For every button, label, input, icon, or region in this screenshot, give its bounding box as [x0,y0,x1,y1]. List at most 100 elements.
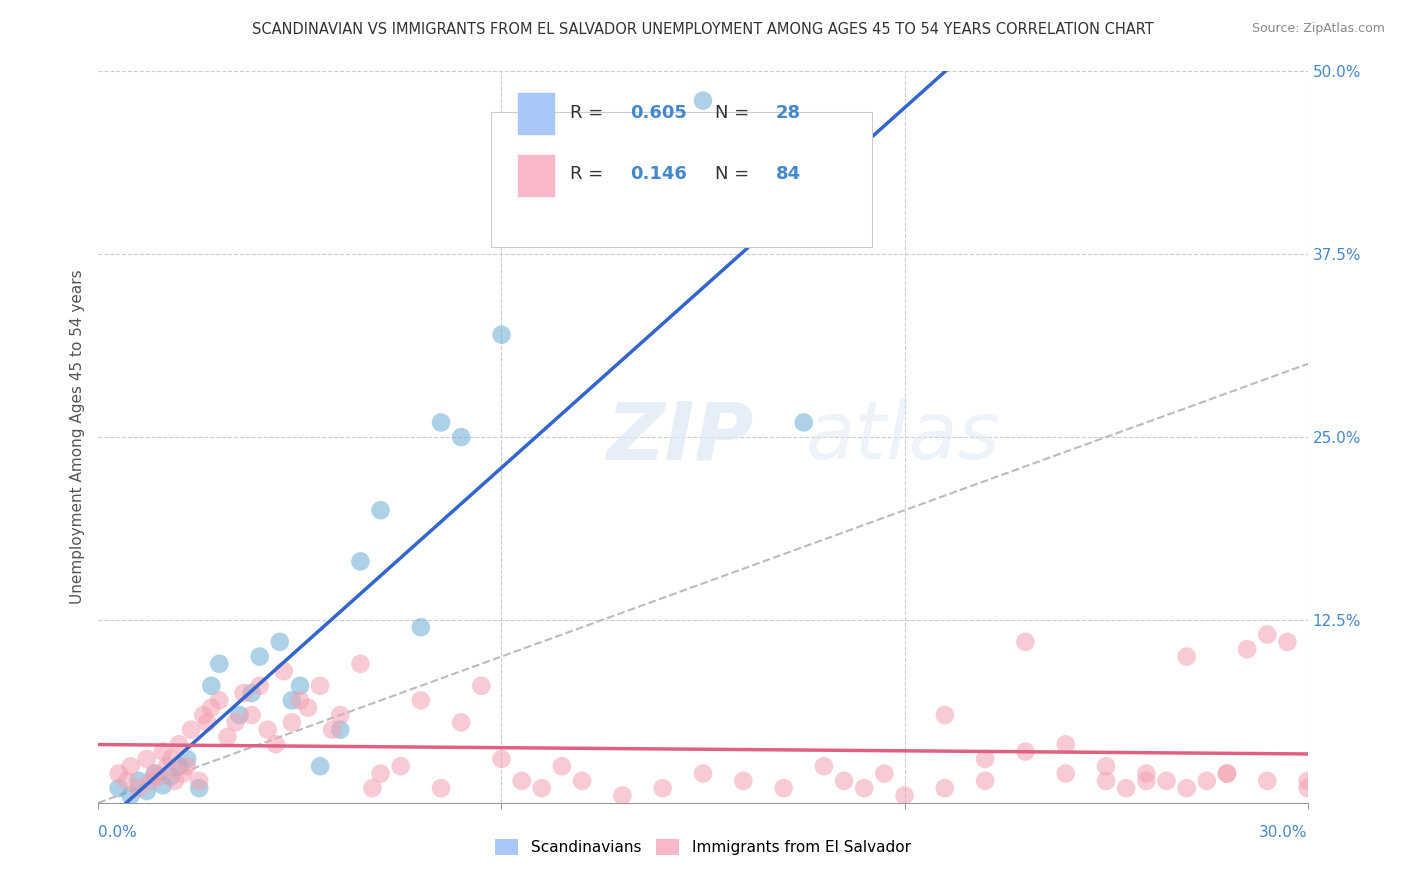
Point [193,708,215,723]
Point [1216,766,1239,780]
FancyBboxPatch shape [492,112,872,247]
Point [1156,773,1178,788]
Point [1054,737,1077,751]
Point [1236,642,1258,657]
Point [733,773,755,788]
Point [329,723,352,737]
Point [148,769,170,783]
Point [288,679,311,693]
Point [176,759,198,773]
Text: 0.605: 0.605 [630,104,688,122]
Point [281,693,304,707]
Point [349,657,371,671]
Point [370,503,392,517]
Point [200,679,222,693]
Point [430,781,453,796]
Text: R =: R = [569,165,614,183]
Point [128,773,150,788]
Text: N =: N = [716,165,755,183]
Point [180,723,202,737]
Point [612,789,634,803]
Point [370,766,392,780]
Point [143,766,166,780]
Point [974,773,997,788]
Point [974,752,997,766]
Point [195,715,218,730]
Point [772,781,794,796]
Point [167,759,190,773]
Point [120,759,142,773]
Point [120,789,142,803]
Point [1296,773,1319,788]
Point [135,784,157,798]
Text: atlas: atlas [806,398,1001,476]
Point [269,635,291,649]
Point [934,708,956,723]
Point [188,781,211,796]
Point [1014,635,1036,649]
Point [309,679,332,693]
Point [491,327,513,342]
Legend: Scandinavians, Immigrants from El Salvador: Scandinavians, Immigrants from El Salvad… [489,833,917,861]
Point [107,781,129,796]
Point [1296,781,1319,796]
Y-axis label: Unemployment Among Ages 45 to 54 years: Unemployment Among Ages 45 to 54 years [69,269,84,605]
Point [1115,781,1137,796]
Point [1095,759,1118,773]
Bar [517,155,554,195]
Text: R =: R = [569,104,609,122]
Point [571,773,593,788]
Point [249,649,271,664]
Point [551,759,574,773]
Text: 84: 84 [776,165,800,183]
Point [176,752,198,766]
Point [1054,766,1077,780]
Point [288,693,311,707]
Point [1014,745,1036,759]
Point [240,708,263,723]
Text: 0.0%: 0.0% [98,825,138,840]
Point [1135,773,1157,788]
Point [1135,766,1157,780]
Point [409,620,432,634]
Point [240,686,263,700]
Point [813,759,835,773]
Point [172,766,194,780]
Bar [517,94,554,134]
Point [430,416,453,430]
Point [832,773,855,788]
Point [228,708,250,723]
Point [1216,766,1239,780]
Point [450,430,472,444]
Text: 30.0%: 30.0% [1260,825,1308,840]
Point [273,664,295,678]
Text: SCANDINAVIAN VS IMMIGRANTS FROM EL SALVADOR UNEMPLOYMENT AMONG AGES 45 TO 54 YEA: SCANDINAVIAN VS IMMIGRANTS FROM EL SALVA… [252,22,1154,37]
Point [188,773,211,788]
Text: 28: 28 [776,104,800,122]
Point [893,789,915,803]
Point [139,773,162,788]
Text: ZIP: ZIP [606,398,754,476]
Point [309,759,332,773]
Point [1195,773,1218,788]
Point [135,752,157,766]
Point [167,737,190,751]
Point [692,94,714,108]
Point [156,759,179,773]
Point [793,416,815,430]
Text: N =: N = [716,104,755,122]
Point [163,773,186,788]
Point [200,700,222,714]
Point [232,686,254,700]
Point [107,766,129,780]
Point [1175,649,1198,664]
Point [389,759,412,773]
Point [297,700,319,714]
Point [1256,627,1278,641]
Point [115,773,138,788]
Point [450,715,472,730]
Point [152,745,174,759]
Point [152,778,174,792]
Point [651,781,673,796]
Point [160,752,183,766]
